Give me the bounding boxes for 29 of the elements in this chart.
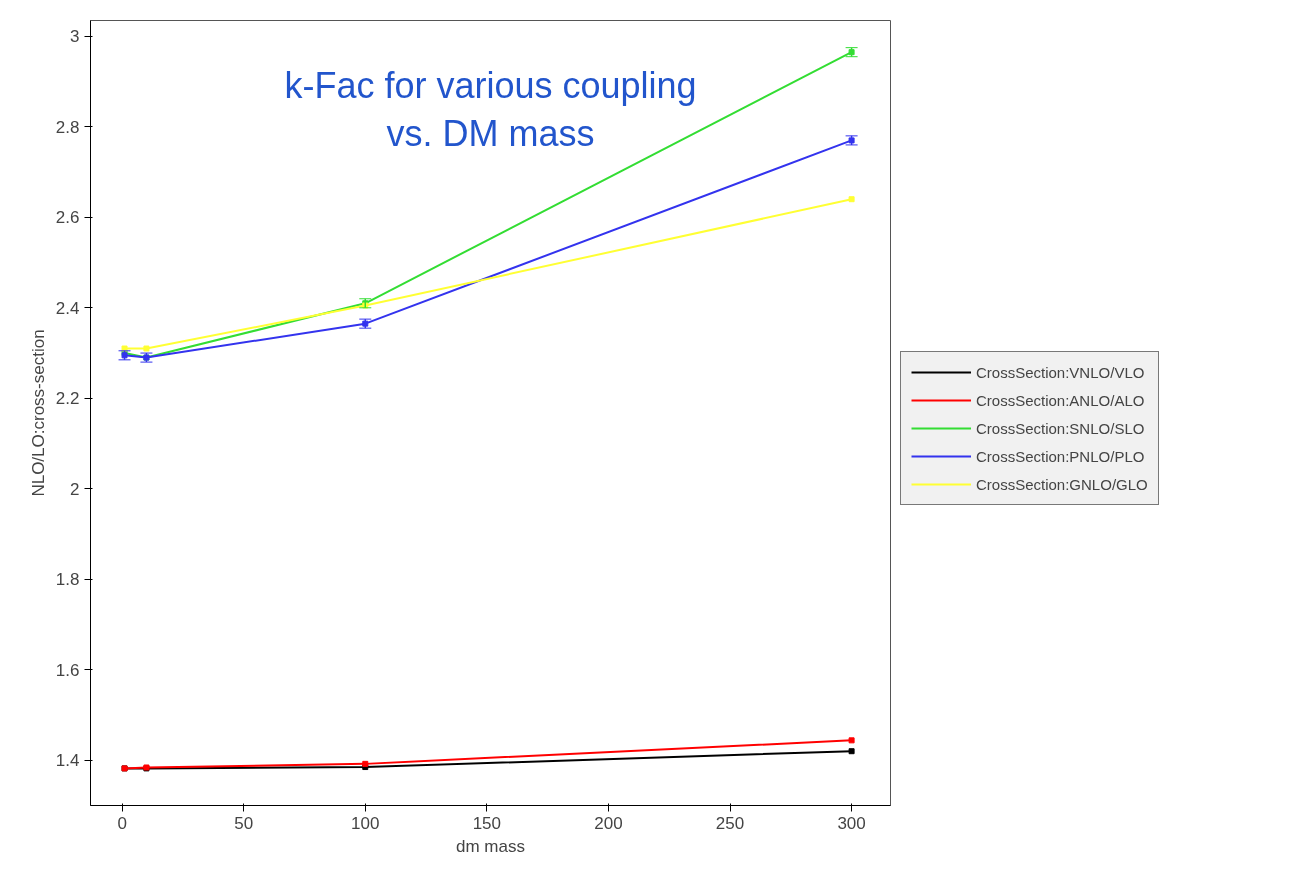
point bbox=[848, 737, 855, 744]
y-tick-label: 1.4 bbox=[55, 751, 80, 771]
x-tick-label: 200 bbox=[594, 813, 623, 833]
y-tick-label: 2.8 bbox=[55, 117, 80, 137]
y-tick-label: 1.6 bbox=[55, 660, 80, 680]
x-tick-label: 0 bbox=[117, 813, 127, 833]
y-axis-title: NLO/LO:cross-section bbox=[28, 329, 48, 497]
x-tick-label: 100 bbox=[351, 813, 380, 833]
x-axis-title: dm mass bbox=[456, 836, 525, 856]
legend-label: CrossSection:ANLO/ALO bbox=[976, 391, 1145, 409]
y-tick-label: 2.2 bbox=[55, 389, 80, 409]
text: k-Fac for various coupling vs. DM mass bbox=[284, 64, 697, 154]
point bbox=[848, 748, 855, 755]
legend-label: CrossSection:PNLO/PLO bbox=[976, 447, 1145, 465]
y-tick-label: 3 bbox=[70, 27, 80, 47]
x-tick-label: 300 bbox=[837, 813, 866, 833]
legend-label: CrossSection:VNLO/VLO bbox=[976, 363, 1145, 381]
y-tick-label: 2.4 bbox=[55, 298, 80, 318]
x-tick-label: 250 bbox=[715, 813, 745, 833]
y-tick-label: 1.8 bbox=[55, 570, 80, 590]
point bbox=[362, 760, 369, 767]
y-tick-label: 2.6 bbox=[55, 208, 80, 228]
point bbox=[848, 196, 855, 203]
legend-label: CrossSection:SNLO/SLO bbox=[976, 419, 1145, 437]
y-tick-label: 2 bbox=[70, 479, 80, 499]
x-tick-label: 150 bbox=[472, 813, 502, 833]
legend-label: CrossSection:GNLO/GLO bbox=[976, 475, 1148, 493]
point bbox=[143, 345, 150, 352]
x-tick-label: 50 bbox=[234, 813, 254, 833]
